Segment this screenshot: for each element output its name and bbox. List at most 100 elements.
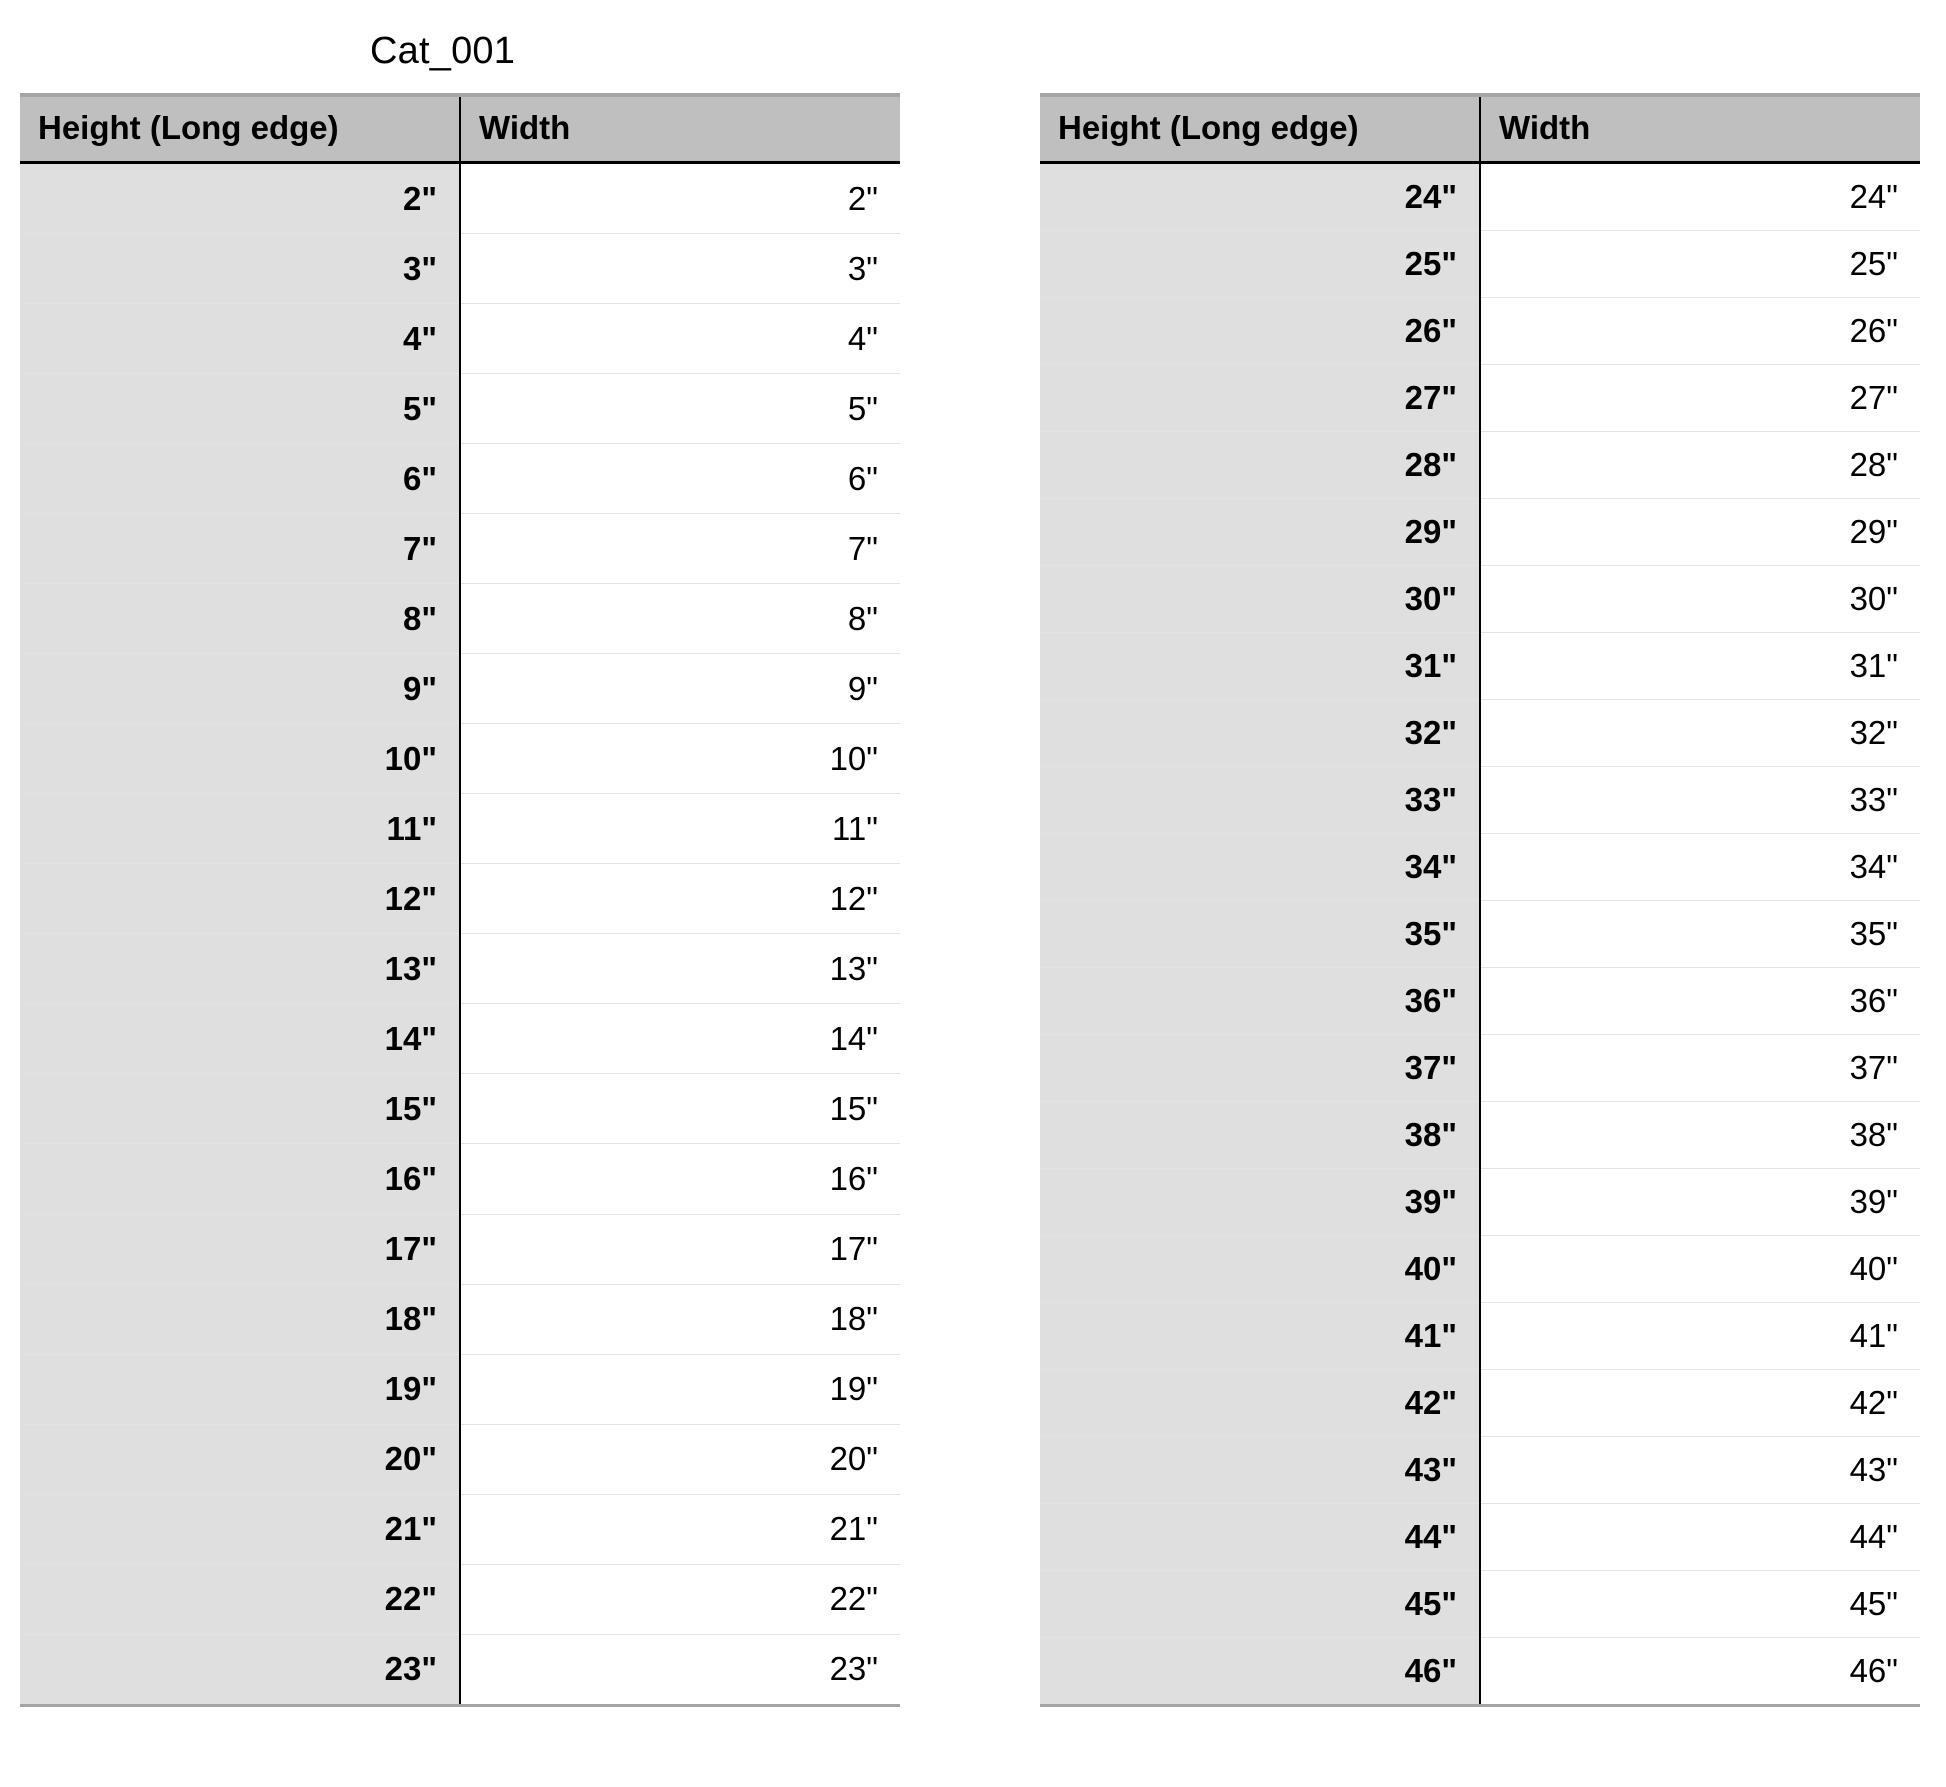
cell-width: 45" [1480, 1571, 1920, 1638]
cell-width: 11" [460, 794, 900, 864]
table-row: 24"24" [1040, 163, 1920, 231]
cell-width: 24" [1480, 163, 1920, 231]
cell-height: 37" [1040, 1035, 1480, 1102]
table-row: 8"8" [20, 584, 900, 654]
cell-width: 26" [1480, 298, 1920, 365]
cell-height: 12" [20, 864, 460, 934]
table-row: 22"22" [20, 1564, 900, 1634]
cell-width: 19" [460, 1354, 900, 1424]
cell-height: 46" [1040, 1638, 1480, 1706]
table-row: 5"5" [20, 374, 900, 444]
cell-width: 7" [460, 514, 900, 584]
cell-width: 28" [1480, 432, 1920, 499]
table-row: 45"45" [1040, 1571, 1920, 1638]
cell-height: 20" [20, 1424, 460, 1494]
cell-width: 23" [460, 1634, 900, 1705]
cell-height: 15" [20, 1074, 460, 1144]
cell-width: 14" [460, 1004, 900, 1074]
cell-height: 8" [20, 584, 460, 654]
table-row: 14"14" [20, 1004, 900, 1074]
table-row: 7"7" [20, 514, 900, 584]
cell-width: 20" [460, 1424, 900, 1494]
cell-height: 6" [20, 444, 460, 514]
cell-height: 40" [1040, 1236, 1480, 1303]
cell-height: 33" [1040, 767, 1480, 834]
cell-width: 34" [1480, 834, 1920, 901]
col-header-height: Height (Long edge) [20, 95, 460, 163]
cell-width: 42" [1480, 1370, 1920, 1437]
cell-height: 30" [1040, 566, 1480, 633]
cell-width: 41" [1480, 1303, 1920, 1370]
cell-width: 22" [460, 1564, 900, 1634]
table-row: 42"42" [1040, 1370, 1920, 1437]
table-row: 21"21" [20, 1494, 900, 1564]
cell-height: 28" [1040, 432, 1480, 499]
cell-height: 34" [1040, 834, 1480, 901]
cell-width: 35" [1480, 901, 1920, 968]
cell-height: 4" [20, 304, 460, 374]
cell-width: 36" [1480, 968, 1920, 1035]
table-row: 44"44" [1040, 1504, 1920, 1571]
table-row: 6"6" [20, 444, 900, 514]
table-row: 41"41" [1040, 1303, 1920, 1370]
table-row: 19"19" [20, 1354, 900, 1424]
table-row: 20"20" [20, 1424, 900, 1494]
table-row: 40"40" [1040, 1236, 1920, 1303]
cell-width: 13" [460, 934, 900, 1004]
table-row: 32"32" [1040, 700, 1920, 767]
cell-height: 29" [1040, 499, 1480, 566]
col-header-height: Height (Long edge) [1040, 95, 1480, 163]
cell-width: 37" [1480, 1035, 1920, 1102]
table-row: 16"16" [20, 1144, 900, 1214]
cell-height: 16" [20, 1144, 460, 1214]
table-row: 38"38" [1040, 1102, 1920, 1169]
cell-height: 22" [20, 1564, 460, 1634]
cell-height: 21" [20, 1494, 460, 1564]
cell-height: 35" [1040, 901, 1480, 968]
cell-width: 40" [1480, 1236, 1920, 1303]
cell-width: 44" [1480, 1504, 1920, 1571]
page-title: Cat_001 [370, 30, 1926, 73]
table-row: 2"2" [20, 163, 900, 234]
table-row: 25"25" [1040, 231, 1920, 298]
table-row: 28"28" [1040, 432, 1920, 499]
tables-container: Height (Long edge) Width 2"2"3"3"4"4"5"5… [20, 93, 1926, 1707]
cell-height: 38" [1040, 1102, 1480, 1169]
cell-height: 32" [1040, 700, 1480, 767]
cell-width: 12" [460, 864, 900, 934]
cell-height: 14" [20, 1004, 460, 1074]
cell-width: 18" [460, 1284, 900, 1354]
cell-height: 19" [20, 1354, 460, 1424]
table-row: 31"31" [1040, 633, 1920, 700]
cell-height: 3" [20, 234, 460, 304]
table-row: 15"15" [20, 1074, 900, 1144]
cell-width: 39" [1480, 1169, 1920, 1236]
dimensions-table-right: Height (Long edge) Width 24"24"25"25"26"… [1040, 93, 1920, 1707]
cell-width: 30" [1480, 566, 1920, 633]
table-row: 34"34" [1040, 834, 1920, 901]
cell-width: 2" [460, 163, 900, 234]
table-row: 43"43" [1040, 1437, 1920, 1504]
cell-height: 24" [1040, 163, 1480, 231]
table-body-left: 2"2"3"3"4"4"5"5"6"6"7"7"8"8"9"9"10"10"11… [20, 163, 900, 1706]
cell-width: 38" [1480, 1102, 1920, 1169]
table-row: 29"29" [1040, 499, 1920, 566]
table-row: 33"33" [1040, 767, 1920, 834]
cell-height: 9" [20, 654, 460, 724]
cell-height: 43" [1040, 1437, 1480, 1504]
cell-height: 10" [20, 724, 460, 794]
table-row: 9"9" [20, 654, 900, 724]
table-row: 36"36" [1040, 968, 1920, 1035]
cell-height: 39" [1040, 1169, 1480, 1236]
cell-width: 10" [460, 724, 900, 794]
cell-width: 3" [460, 234, 900, 304]
dimensions-table-left: Height (Long edge) Width 2"2"3"3"4"4"5"5… [20, 93, 900, 1707]
cell-width: 43" [1480, 1437, 1920, 1504]
cell-width: 25" [1480, 231, 1920, 298]
table-row: 17"17" [20, 1214, 900, 1284]
table-row: 37"37" [1040, 1035, 1920, 1102]
cell-height: 18" [20, 1284, 460, 1354]
table-row: 39"39" [1040, 1169, 1920, 1236]
cell-height: 27" [1040, 365, 1480, 432]
cell-height: 5" [20, 374, 460, 444]
